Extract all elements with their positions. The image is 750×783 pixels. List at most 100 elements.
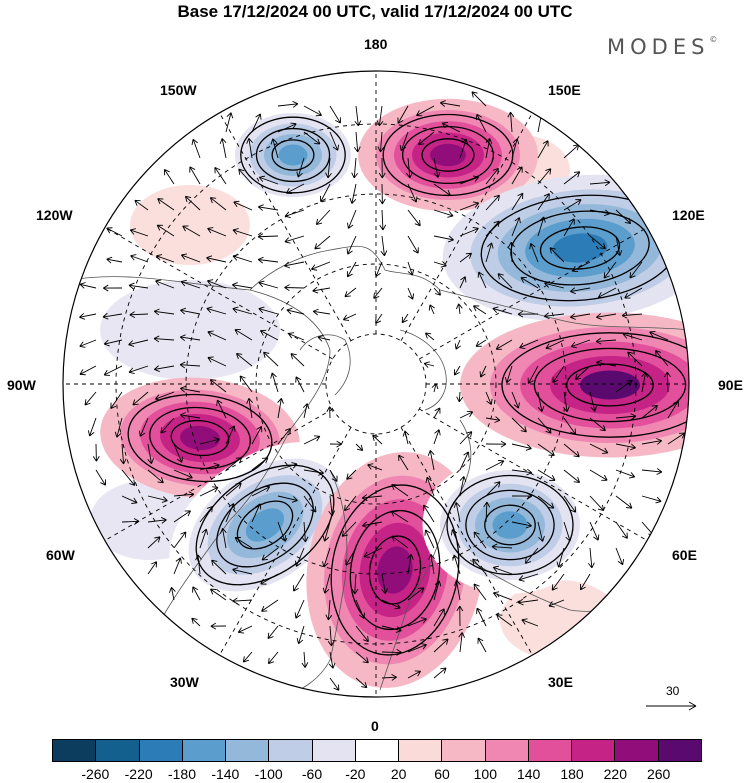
wind-arrow: [496, 614, 513, 627]
wind-arrow: [353, 131, 361, 153]
wind-arrow: [163, 169, 175, 185]
wind-arrow: [327, 625, 335, 647]
colorbar-swatch: [139, 740, 183, 761]
meridian-line: [400, 106, 537, 341]
wind-arrow: [147, 495, 168, 503]
wind-arrow: [570, 287, 591, 295]
wind-arrow: [379, 209, 387, 231]
colorbar-swatch: [312, 740, 356, 761]
wind-arrow: [511, 217, 521, 237]
wind-arrow: [433, 157, 441, 178]
wind-arrow: [459, 276, 467, 289]
wind-arrow: [302, 403, 310, 419]
wind-arrow: [277, 495, 298, 503]
wind-arrow: [79, 339, 97, 348]
label-60w: 60W: [46, 547, 75, 563]
wind-arrow: [615, 443, 636, 451]
wind-arrow: [325, 157, 332, 179]
wind-arrow: [246, 137, 253, 159]
wind-arrow: [322, 573, 331, 594]
wind-arrow: [258, 280, 279, 289]
contour-line: [368, 535, 422, 605]
wind-arrow: [231, 282, 253, 289]
label-90e: 90E: [718, 377, 743, 393]
wind-arrow: [595, 337, 617, 345]
wind-arrow: [511, 391, 520, 409]
wind-arrow: [234, 329, 253, 341]
wind-arrow: [407, 617, 427, 627]
wind-arrow: [319, 183, 331, 203]
wind-arrow: [261, 547, 279, 561]
wind-arrow: [106, 256, 123, 264]
wind-arrow: [563, 469, 581, 483]
wind-arrow: [173, 510, 191, 523]
anomaly-high-siberia-west: [580, 370, 640, 400]
wind-arrow: [157, 198, 175, 211]
wind-arrow: [355, 677, 368, 689]
wind-arrow: [401, 313, 409, 324]
wind-arrow: [103, 365, 123, 376]
wind-arrow: [433, 209, 454, 218]
wind-arrow: [433, 429, 441, 445]
wind-arrow: [511, 417, 527, 433]
wind-arrow: [206, 306, 227, 315]
wind-arrow: [257, 233, 279, 240]
colorbar-swatch: [226, 740, 270, 761]
wind-arrow: [293, 573, 305, 592]
label-90w: 90W: [7, 377, 36, 393]
wind-arrow: [238, 168, 253, 185]
wind-arrow: [549, 247, 565, 263]
contour-line: [240, 116, 346, 194]
meridian-line: [215, 427, 352, 662]
wind-arrow: [129, 228, 149, 237]
wind-arrow: [527, 365, 539, 384]
wind-arrow: [355, 651, 369, 664]
wind-arrow: [347, 209, 357, 229]
wind-arrow: [433, 407, 441, 419]
label-120w: 120W: [36, 207, 73, 223]
wind-arrow: [189, 166, 201, 185]
wind-arrow: [235, 353, 253, 367]
meridian-line: [215, 106, 352, 341]
wind-arrow: [570, 339, 591, 349]
colorbar-swatch: [528, 740, 573, 761]
wind-arrow: [537, 391, 545, 412]
wind-arrow: [225, 112, 234, 133]
wind-arrow: [207, 330, 227, 341]
contour-line: [195, 464, 335, 586]
colorbar-label: 180: [560, 766, 584, 782]
wind-arrow: [207, 356, 227, 367]
wind-arrow: [119, 443, 127, 465]
label-180: 180: [364, 36, 388, 52]
meridian-line: [400, 427, 537, 662]
wind-arrow: [277, 427, 291, 445]
wind-arrow: [147, 517, 167, 524]
wind-arrow: [456, 391, 464, 403]
wind-arrow: [439, 100, 461, 107]
wind-arrow: [641, 438, 663, 445]
contour-line: [484, 504, 536, 546]
wind-arrow: [349, 183, 357, 204]
wind-arrow: [629, 261, 643, 279]
wind-arrow: [179, 361, 201, 369]
colorbar-swatch: [355, 740, 400, 761]
wind-arrow: [180, 307, 201, 315]
wind-arrow: [517, 598, 539, 606]
wind-arrow: [615, 521, 628, 539]
wind-arrow: [258, 175, 279, 185]
wind-arrow: [425, 476, 435, 497]
wind-arrow: [380, 235, 388, 257]
wind-arrow: [267, 625, 279, 640]
wind-arrow: [180, 279, 201, 289]
anomaly-low-siberia-east: [552, 233, 608, 263]
wind-arrow: [378, 157, 386, 179]
wind-arrow: [563, 171, 581, 185]
anomaly-high-arctic-pacific: [430, 143, 466, 167]
wind-arrow: [251, 426, 263, 445]
wind-arrow: [270, 138, 279, 159]
wind-arrow: [138, 417, 149, 437]
wind-arrow: [407, 235, 419, 254]
wind-arrow: [459, 227, 479, 237]
wind-arrow: [286, 307, 305, 315]
wind-arrow: [589, 235, 606, 250]
